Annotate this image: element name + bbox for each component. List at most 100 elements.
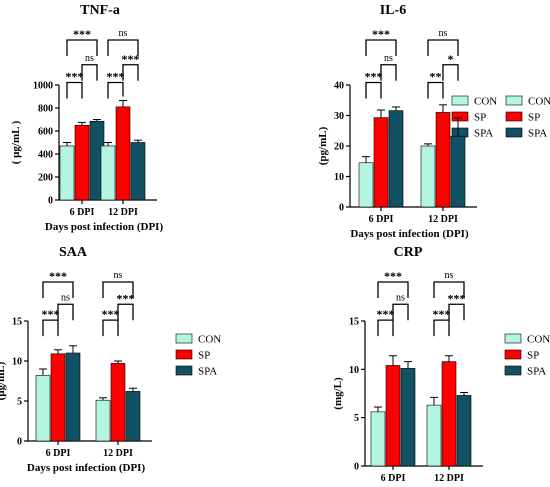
y-axis-label: (μg/mL): [0, 361, 7, 400]
y-axis-label: (mg/L): [332, 377, 344, 410]
x-tick-label: 12 DPI: [434, 473, 464, 482]
significance-bracket: [365, 81, 382, 99]
significance-bracket: [377, 281, 409, 298]
significance-bracket: [442, 64, 459, 81]
significance-label: ***: [102, 307, 120, 321]
y-tick-label: 0: [48, 196, 53, 207]
bar-spa: [125, 391, 141, 442]
bar-con: [358, 162, 374, 208]
legend-swatch-sp: [175, 349, 193, 360]
significance-label: ns: [114, 270, 123, 281]
significance-label: ***: [384, 269, 402, 283]
significance-bracket: [107, 81, 124, 99]
significance-bracket: [122, 64, 139, 81]
significance-bracket: [81, 64, 98, 81]
significance-bracket: [448, 303, 465, 321]
legend-swatch-con: [504, 333, 522, 344]
y-tick-label: 10: [334, 172, 344, 183]
y-tick-label: 20: [334, 142, 344, 153]
significance-bracket: [42, 281, 74, 298]
significance-label: ***: [448, 291, 466, 305]
bar-sp: [115, 106, 131, 201]
bar-con: [426, 404, 442, 467]
significance-bracket: [57, 303, 74, 321]
significance-label: ***: [372, 27, 390, 41]
legend-label: SP: [198, 350, 210, 362]
y-tick-label: 15: [12, 317, 22, 328]
legend-swatch-con: [175, 333, 193, 344]
significance-bracket: [380, 64, 397, 81]
legend-swatch-spa: [175, 365, 193, 376]
legend-swatch-con: [451, 95, 469, 106]
legend-label: CON: [474, 96, 497, 108]
significance-bracket: [433, 319, 450, 337]
significance-label: ***: [107, 69, 125, 83]
chart-title: TNF-a: [80, 3, 120, 18]
chart-title: CRP: [394, 245, 423, 260]
bar-sp: [50, 353, 66, 442]
significance-bracket: [392, 303, 409, 321]
significance-label: ns: [396, 292, 405, 303]
y-tick-label: 0: [17, 437, 22, 448]
significance-label: ns: [119, 28, 128, 39]
significance-label: ***: [365, 69, 383, 83]
bar-con: [35, 375, 51, 442]
y-axis-label: ( μg/mL ): [10, 120, 22, 164]
significance-bracket: [433, 281, 465, 298]
legend-swatch-spa: [505, 127, 523, 138]
bar-con: [370, 411, 386, 467]
significance-bracket: [102, 319, 119, 337]
legend-swatch-sp: [505, 111, 523, 122]
y-tick-label: 0: [339, 203, 344, 214]
x-tick-label: 12 DPI: [428, 214, 458, 225]
legend-label: CON: [528, 96, 550, 108]
legend-label: SP: [527, 350, 539, 362]
bar-spa: [450, 135, 466, 208]
significance-bracket: [42, 319, 59, 337]
y-tick-label: 30: [334, 111, 344, 122]
legend-label: SPA: [527, 366, 546, 378]
chart-title: IL-6: [380, 3, 406, 18]
significance-bracket: [66, 39, 98, 56]
significance-label: ***: [433, 307, 451, 321]
significance-bracket: [66, 81, 83, 99]
legend-label: SP: [474, 112, 486, 124]
significance-bracket: [102, 281, 134, 298]
bar-spa: [388, 110, 404, 208]
bar-sp: [373, 117, 389, 208]
significance-bracket: [107, 39, 139, 56]
bar-con: [420, 145, 436, 208]
y-tick-label: 40: [334, 81, 344, 92]
bar-sp: [74, 124, 90, 201]
x-axis-label: Days post infection (DPI): [350, 228, 469, 240]
significance-label: ns: [445, 270, 454, 281]
legend-label: CON: [198, 334, 221, 346]
significance-label: ***: [73, 27, 91, 41]
legend-swatch-spa: [451, 127, 469, 138]
x-tick-label: 12 DPI: [103, 448, 133, 459]
x-tick-label: 6 DPI: [381, 473, 406, 482]
significance-bracket: [427, 81, 444, 99]
significance-bracket: [377, 319, 394, 337]
significance-label: **: [430, 69, 442, 83]
significance-label: ***: [66, 69, 84, 83]
y-tick-label: 0: [354, 462, 359, 473]
bar-spa: [456, 395, 472, 467]
chart-panel-2: IL-6 0 10 20 30 40 (pg/mL) 6 DPI 12 DPI Days post…: [317, 3, 550, 240]
y-tick-label: 5: [354, 413, 359, 424]
x-tick-label: 6 DPI: [46, 448, 71, 459]
significance-label: ns: [61, 292, 70, 303]
significance-label: ns: [439, 28, 448, 39]
y-tick-label: 200: [38, 173, 53, 184]
legend-label: SPA: [528, 128, 547, 140]
y-tick-label: 600: [38, 127, 53, 138]
bar-spa: [130, 142, 146, 201]
chart-title: SAA: [59, 245, 88, 260]
y-tick-label: 10: [349, 365, 359, 376]
bar-spa: [400, 368, 416, 467]
significance-label: ***: [42, 307, 60, 321]
legend-swatch-sp: [504, 349, 522, 360]
